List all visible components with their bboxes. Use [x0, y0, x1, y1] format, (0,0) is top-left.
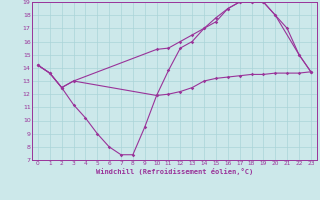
X-axis label: Windchill (Refroidissement éolien,°C): Windchill (Refroidissement éolien,°C): [96, 168, 253, 175]
